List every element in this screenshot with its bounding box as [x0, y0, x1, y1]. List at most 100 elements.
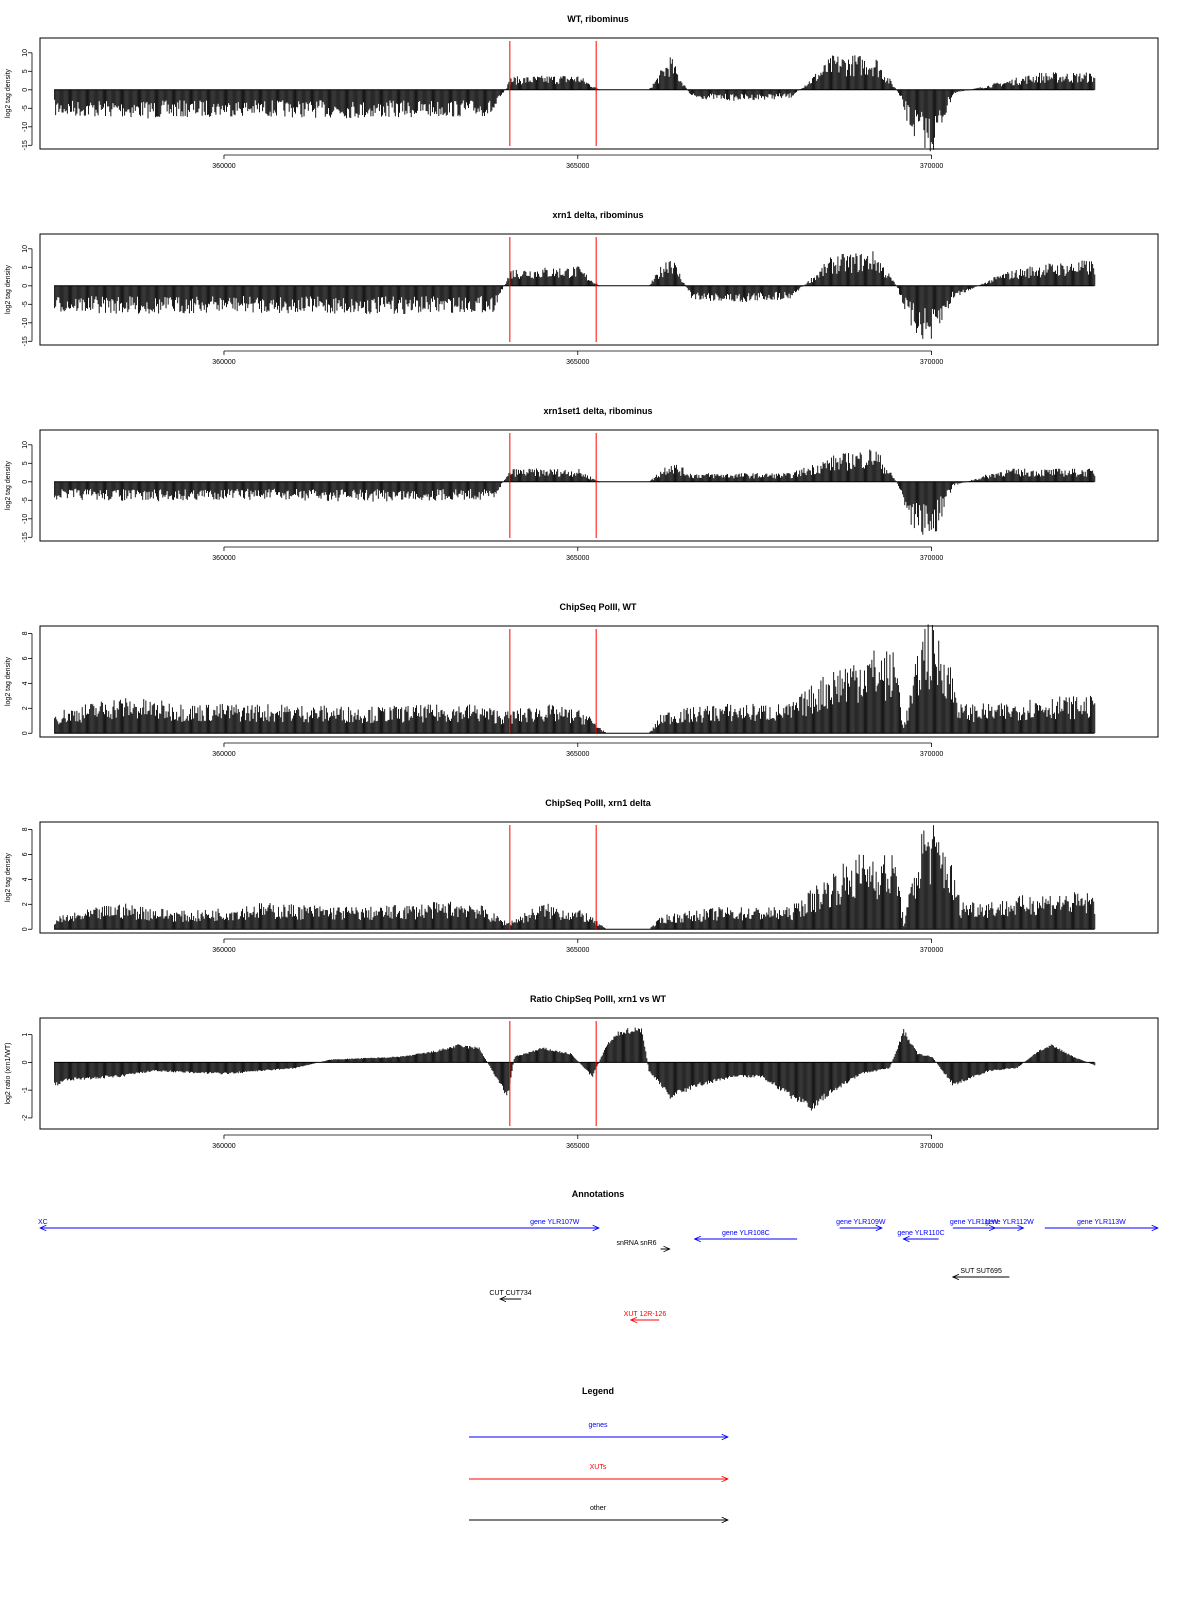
- signal-bar: [438, 481, 440, 495]
- signal-bar: [164, 916, 166, 930]
- signal-bar: [197, 707, 199, 734]
- signal-bar: [394, 89, 396, 117]
- signal-bar: [475, 89, 477, 114]
- signal-bar: [766, 285, 768, 300]
- signal-bar: [299, 285, 301, 310]
- signal-bar: [917, 885, 918, 930]
- signal-bar: [260, 908, 261, 930]
- signal-bar: [558, 913, 560, 930]
- signal-bar: [454, 715, 456, 734]
- signal-bar: [316, 285, 318, 308]
- x-axis: 360000 365000 370000: [212, 938, 943, 954]
- signal-bar: [902, 285, 904, 303]
- signal-bar: [81, 285, 83, 311]
- signal-bar: [585, 716, 587, 734]
- signal-bar: [734, 89, 736, 98]
- signal-bar: [921, 285, 923, 336]
- signal-bar: [447, 717, 449, 734]
- signal-bar: [115, 89, 117, 107]
- signal-bar: [751, 914, 753, 930]
- signal-bar: [140, 89, 142, 117]
- signal-bar: [304, 907, 306, 930]
- signal-bar: [450, 481, 451, 499]
- signal-bar: [588, 280, 589, 286]
- signal-bar: [830, 470, 831, 482]
- signal-bar: [278, 481, 280, 493]
- signal-bar: [171, 915, 173, 930]
- signal-bar: [916, 481, 917, 504]
- signal-bar: [75, 918, 77, 930]
- signal-bar: [865, 874, 866, 930]
- signal-bar: [140, 906, 142, 930]
- signal-bar: [126, 285, 128, 303]
- signal-bar: [797, 476, 799, 482]
- signal-bar: [221, 481, 223, 498]
- signal-bar: [548, 473, 550, 482]
- signal-bar: [808, 283, 810, 286]
- signal-bar: [393, 285, 395, 314]
- signal-bar: [1069, 474, 1071, 482]
- signal-bar: [391, 719, 393, 734]
- signal-bar: [976, 88, 978, 90]
- signal-bar: [381, 711, 382, 734]
- signal-bar: [1053, 474, 1055, 482]
- signal-bar: [176, 285, 178, 298]
- signal-bar: [883, 79, 884, 90]
- signal-bar: [297, 285, 299, 312]
- signal-bar: [674, 465, 675, 482]
- signal-bar: [859, 669, 861, 734]
- signal-bar: [281, 704, 283, 734]
- signal-bar: [698, 89, 700, 97]
- signal-bar: [710, 474, 711, 482]
- signal-bar: [294, 89, 295, 112]
- signal-bar: [942, 481, 944, 499]
- signal-bar: [532, 278, 534, 286]
- signal-bar: [470, 285, 472, 309]
- signal-bar: [964, 285, 966, 293]
- signal-bar: [574, 79, 576, 90]
- signal-bar: [1075, 271, 1077, 286]
- signal-bar: [840, 695, 842, 734]
- signal-bar: [844, 62, 846, 90]
- signal-bar: [940, 89, 942, 116]
- signal-bar: [254, 706, 256, 734]
- signal-bar: [150, 918, 152, 930]
- signal-bar: [238, 481, 240, 495]
- signal-bar: [351, 89, 353, 107]
- signal-bar: [695, 474, 697, 482]
- signal-bar: [1042, 80, 1044, 90]
- signal-bar: [748, 714, 750, 734]
- signal-bar: [743, 707, 744, 734]
- signal-bar: [707, 285, 709, 294]
- signal-bar: [515, 469, 517, 482]
- signal-bar: [244, 913, 246, 930]
- signal-bar: [223, 1062, 225, 1073]
- signal-bar: [439, 89, 441, 109]
- signal-bar: [485, 481, 486, 494]
- signal-bar: [554, 713, 555, 734]
- signal-bar: [164, 1062, 166, 1072]
- signal-bar: [1079, 270, 1081, 286]
- signal-bar: [579, 269, 581, 286]
- signal-bar: [380, 481, 381, 494]
- signal-bar: [1025, 76, 1027, 90]
- signal-bar: [534, 712, 536, 734]
- signal-bar: [528, 708, 530, 734]
- signal-bar: [203, 89, 205, 112]
- signal-bar: [703, 285, 705, 294]
- signal-bar: [960, 917, 962, 930]
- signal-bar: [726, 285, 727, 300]
- signal-bar: [127, 481, 129, 497]
- signal-bar: [386, 721, 388, 734]
- signal-bar: [976, 479, 978, 482]
- signal-bar: [335, 89, 337, 108]
- signal-bar: [807, 706, 809, 734]
- signal-bar: [381, 285, 382, 298]
- signal-bar: [366, 89, 368, 113]
- signal-bar: [324, 285, 326, 311]
- signal-bar: [341, 285, 343, 310]
- signal-bar: [303, 89, 305, 117]
- signal-bar: [962, 89, 964, 92]
- signal-bar: [1062, 710, 1064, 734]
- signal-bar: [825, 893, 827, 930]
